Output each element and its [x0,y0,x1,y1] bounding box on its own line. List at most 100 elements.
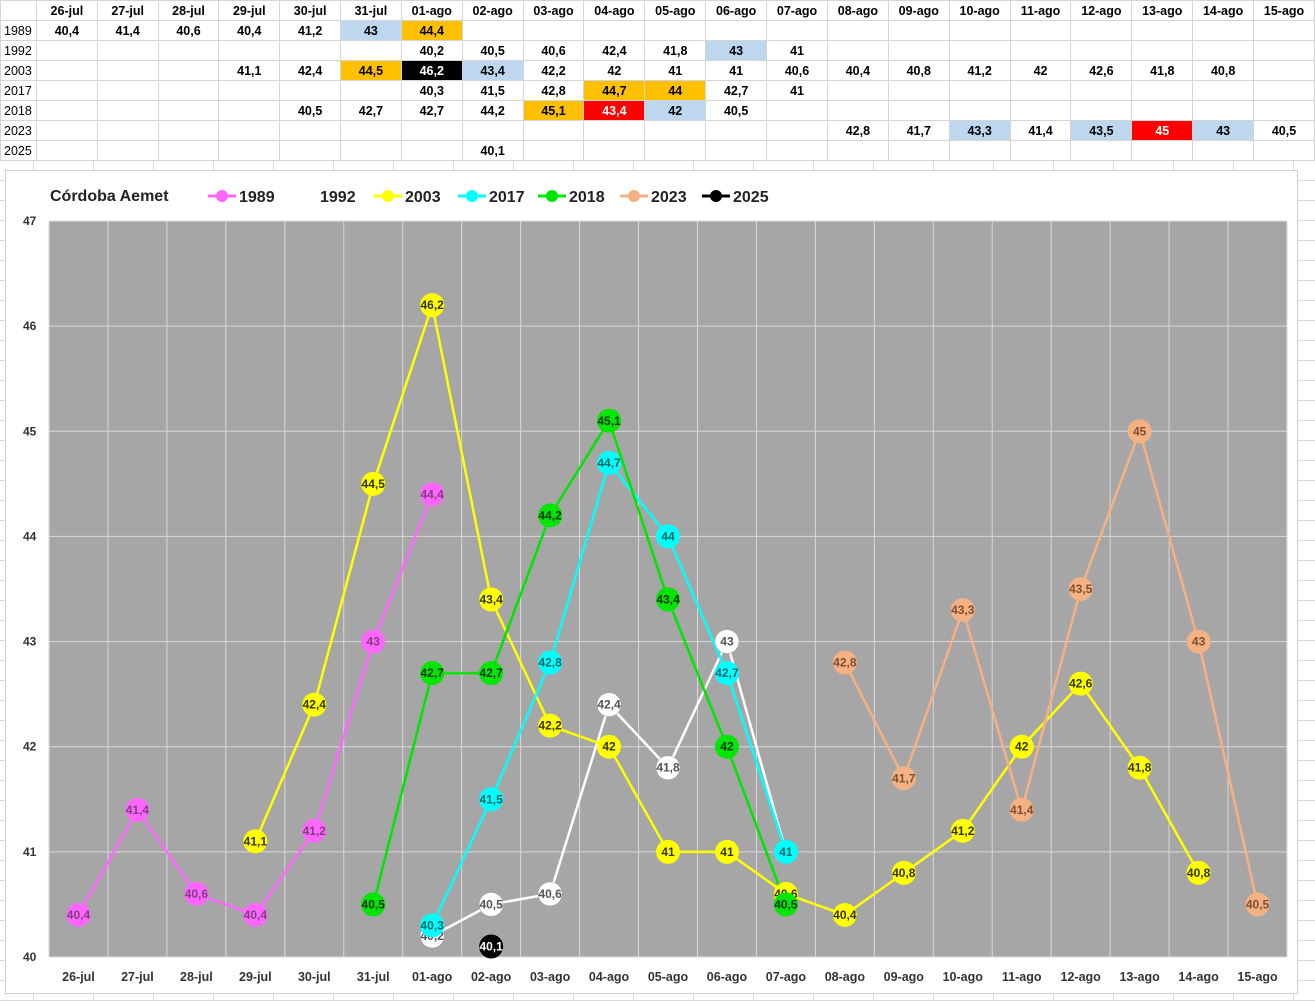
data-point-2003 [597,734,622,759]
table-cell [948,40,1011,61]
table-cell [1070,20,1133,41]
chart-title: Córdoba Aemet [50,188,169,205]
legend-label: 1989 [239,189,275,206]
data-label-2003: 40,8 [892,866,916,880]
table-cell: 44 [644,80,707,101]
table-column-header: 14-ago [1192,0,1255,21]
data-label-1989: 41,4 [126,803,150,817]
data-point-2003 [950,818,975,843]
data-label-1989: 41,2 [303,824,327,838]
table-cell: 41 [766,40,828,61]
data-label-2003: 41,1 [244,834,268,848]
table-cell [826,100,889,121]
table-cell [1070,40,1133,61]
table-column-header: 06-ago [705,0,768,21]
table-cell: 42,7 [340,100,402,121]
x-tick-label: 10-ago [943,970,984,984]
data-point-2003 [420,293,445,318]
data-point-2017 [420,913,445,938]
table-cell: 42 [1009,60,1072,81]
table-cell: 41,2 [948,60,1011,81]
y-tick-label: 42 [23,740,37,754]
table-cell [705,20,768,41]
table-cell: 42,8 [522,80,585,101]
data-point-2003 [243,829,268,854]
data-label-2003: 43,4 [479,593,503,607]
data-point-2003 [714,839,739,864]
data-label-2017: 42,7 [715,666,739,680]
table-column-header: 28-jul [157,0,220,21]
legend-marker [382,190,394,202]
table-cell [1009,100,1072,121]
table-cell [400,140,463,161]
table-cell [948,140,1011,161]
table-row-label: 2017 [0,80,37,101]
table-cell [96,40,159,61]
table-cell: 42,7 [705,80,768,101]
table-cell: 41,4 [96,20,159,41]
x-tick-label: 06-ago [707,970,748,984]
table-cell [157,40,220,61]
table-cell [1131,100,1194,121]
table-cell [826,20,889,41]
table-cell: 44,5 [340,60,402,81]
table-cell [766,140,828,161]
data-label-2003: 44,5 [362,477,386,491]
table-column-header: 07-ago [766,0,828,21]
table-cell: 43,3 [948,120,1011,141]
table-cell [705,140,768,161]
table-cell [1070,80,1133,101]
table-cell [766,120,828,141]
data-point-2017 [597,450,622,475]
data-point-2025 [479,934,504,959]
data-label-2023: 45 [1133,424,1147,438]
table-column-header: 15-ago [1253,0,1315,21]
table-cell [583,20,646,41]
table-cell [340,140,402,161]
table-row: 2018 40,5 42,7 42,7 44,2 45,1 43,4 42 40,5 [0,100,1315,121]
data-point-1992 [537,881,563,907]
data-point-1992 [596,692,622,717]
table-cell: 43 [1192,120,1255,141]
data-point-2003 [538,713,563,738]
y-tick-label: 45 [23,424,37,438]
table-column-header: 27-jul [96,0,159,21]
x-tick-label: 02-ago [471,970,512,984]
table-cell [1253,20,1315,41]
data-label-1992: 42,4 [597,698,621,712]
table-cell: 40,5 [1253,120,1315,141]
table-column-header: 10-ago [948,0,1011,21]
data-point-2018 [714,734,739,759]
table-cell [1192,140,1255,161]
data-label-2018: 45,1 [597,414,621,428]
table-cell: 40,6 [157,20,220,41]
data-point-2023 [1245,892,1270,917]
data-label-2017: 44,7 [597,456,621,470]
x-tick-label: 13-ago [1119,970,1160,984]
table-cell [400,120,463,141]
data-label-1989: 43 [367,635,381,649]
data-point-2018 [538,503,563,528]
table-cell [96,80,159,101]
table-cell [157,120,220,141]
data-point-2018 [597,408,622,433]
table-cell [96,120,159,141]
data-label-2018: 40,5 [774,897,798,911]
data-point-2017 [656,524,680,549]
table-cell [35,120,98,141]
table-cell: 45 [1131,120,1194,141]
table-cell [35,40,98,61]
x-tick-label: 12-ago [1061,970,1102,984]
table-cell [522,120,585,141]
data-point-2003 [1186,860,1211,885]
data-point-2017 [538,650,563,675]
table-cell: 42,8 [826,120,889,141]
table-cell: 44,4 [400,20,463,41]
table-cell [1131,20,1194,41]
data-point-1989 [302,818,327,843]
table-cell: 40,4 [218,20,281,41]
table-cell [1253,80,1315,101]
table-cell [948,100,1011,121]
table-cell: 46,2 [400,60,463,81]
table-row-label: 1989 [0,20,37,41]
